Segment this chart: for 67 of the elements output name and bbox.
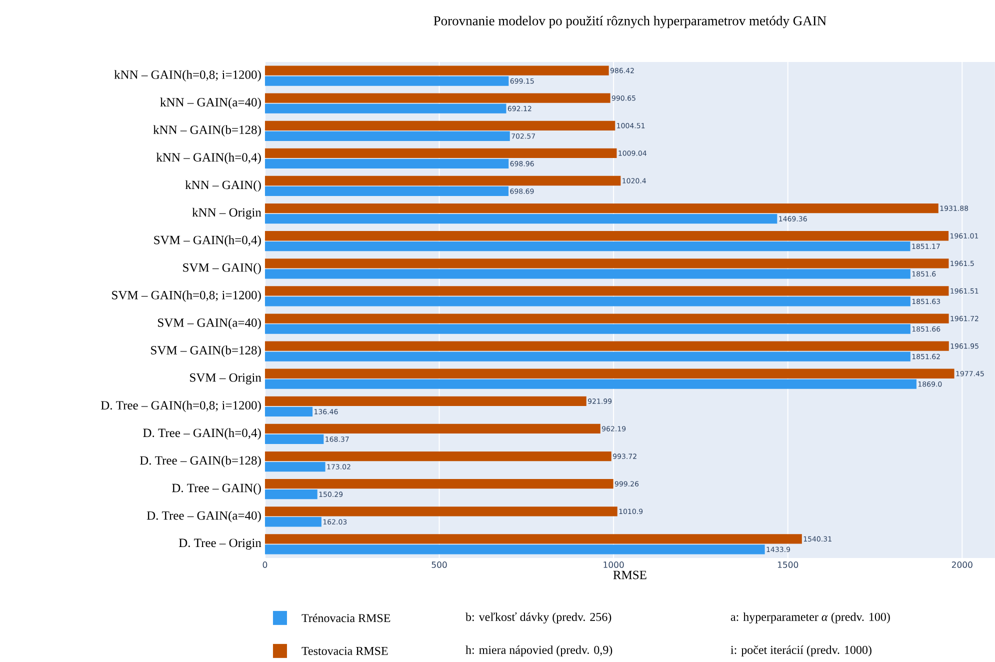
bar bbox=[264, 93, 610, 103]
x-tick-label: 1500 bbox=[778, 562, 798, 568]
bar bbox=[264, 368, 954, 378]
text: i: počet iterácií (predv. 1000) bbox=[730, 646, 872, 656]
bar bbox=[264, 296, 910, 306]
y-tick-label: D. Tree – Origin bbox=[178, 538, 262, 550]
y-tick-label: D. Tree – GAIN(h=0,8; i=1200) bbox=[100, 400, 261, 412]
bar bbox=[264, 534, 802, 544]
y-tick-label: SVM – GAIN(b=128) bbox=[151, 346, 261, 358]
bar bbox=[264, 204, 938, 214]
y-tick-label: D. Tree – GAIN(b=128) bbox=[140, 456, 261, 468]
bar bbox=[264, 176, 621, 186]
bar bbox=[264, 314, 949, 324]
bar bbox=[264, 424, 600, 434]
bar bbox=[264, 258, 949, 268]
bar bbox=[264, 76, 509, 86]
bar bbox=[264, 490, 318, 500]
bar bbox=[264, 214, 778, 224]
y-tick-label: SVM – GAIN(a=40) bbox=[158, 318, 261, 330]
bar bbox=[264, 479, 614, 489]
y-tick-label: SVM – Origin bbox=[190, 373, 262, 384]
text: h: miera nápovied (predv. 0,9) bbox=[466, 646, 612, 656]
legend-label: Testovacia RMSE bbox=[302, 646, 388, 655]
y-tick-label: D. Tree – GAIN(h=0,4) bbox=[143, 428, 261, 440]
y-tick-label: kNN – Origin bbox=[192, 208, 262, 220]
y-tick-label: kNN – GAIN(h=0,8; i=1200) bbox=[114, 70, 261, 82]
bar bbox=[264, 396, 586, 406]
x-axis-title: RMSE bbox=[613, 570, 646, 580]
bar bbox=[264, 242, 910, 252]
bar bbox=[264, 544, 765, 554]
bar bbox=[264, 158, 509, 169]
bar bbox=[264, 66, 609, 76]
bar bbox=[264, 186, 509, 196]
x-tick-label: 1000 bbox=[604, 562, 624, 568]
bar bbox=[264, 379, 916, 389]
x-tick-label: 0 bbox=[262, 562, 268, 568]
y-tick-label: D. Tree – GAIN() bbox=[172, 483, 261, 495]
bar bbox=[264, 269, 910, 279]
y-tick-label: kNN – GAIN(a=40) bbox=[160, 98, 261, 110]
chart-title: Porovnanie modelov po použití rôznych hyperparametrov metódy GAIN bbox=[434, 16, 826, 28]
bar bbox=[264, 131, 510, 141]
bar bbox=[264, 506, 618, 516]
bar bbox=[264, 231, 949, 241]
bar bbox=[264, 462, 326, 472]
text: b: veľkosť dávky (predv. 256) bbox=[465, 612, 612, 624]
bar bbox=[264, 517, 322, 527]
y-tick-label: SVM – GAIN(h=0,4) bbox=[154, 235, 261, 247]
bar bbox=[264, 352, 910, 362]
bar bbox=[264, 452, 612, 462]
bar bbox=[264, 406, 313, 417]
bar bbox=[264, 104, 506, 114]
y-tick-label: D. Tree – GAIN(a=40) bbox=[146, 510, 261, 522]
y-tick-label: SVM – GAIN(h=0,8; i=1200) bbox=[112, 290, 261, 302]
y-tick-label: kNN – GAIN() bbox=[185, 180, 261, 192]
bar bbox=[264, 341, 949, 351]
bar bbox=[264, 120, 616, 131]
y-tick-label: kNN – GAIN(h=0,4) bbox=[156, 152, 261, 164]
bar bbox=[264, 434, 324, 444]
bar bbox=[264, 148, 617, 158]
text: a: hyperparameter α (predv. 100) bbox=[730, 612, 890, 624]
x-tick-label: 500 bbox=[432, 562, 447, 568]
y-tick-label: SVM – GAIN() bbox=[183, 263, 261, 274]
bar bbox=[264, 286, 949, 296]
legend-label: Trénovacia RMSE bbox=[302, 614, 390, 622]
y-tick-label: kNN – GAIN(b=128) bbox=[153, 125, 261, 137]
bar bbox=[264, 324, 910, 334]
x-tick-label: 2000 bbox=[952, 562, 972, 568]
